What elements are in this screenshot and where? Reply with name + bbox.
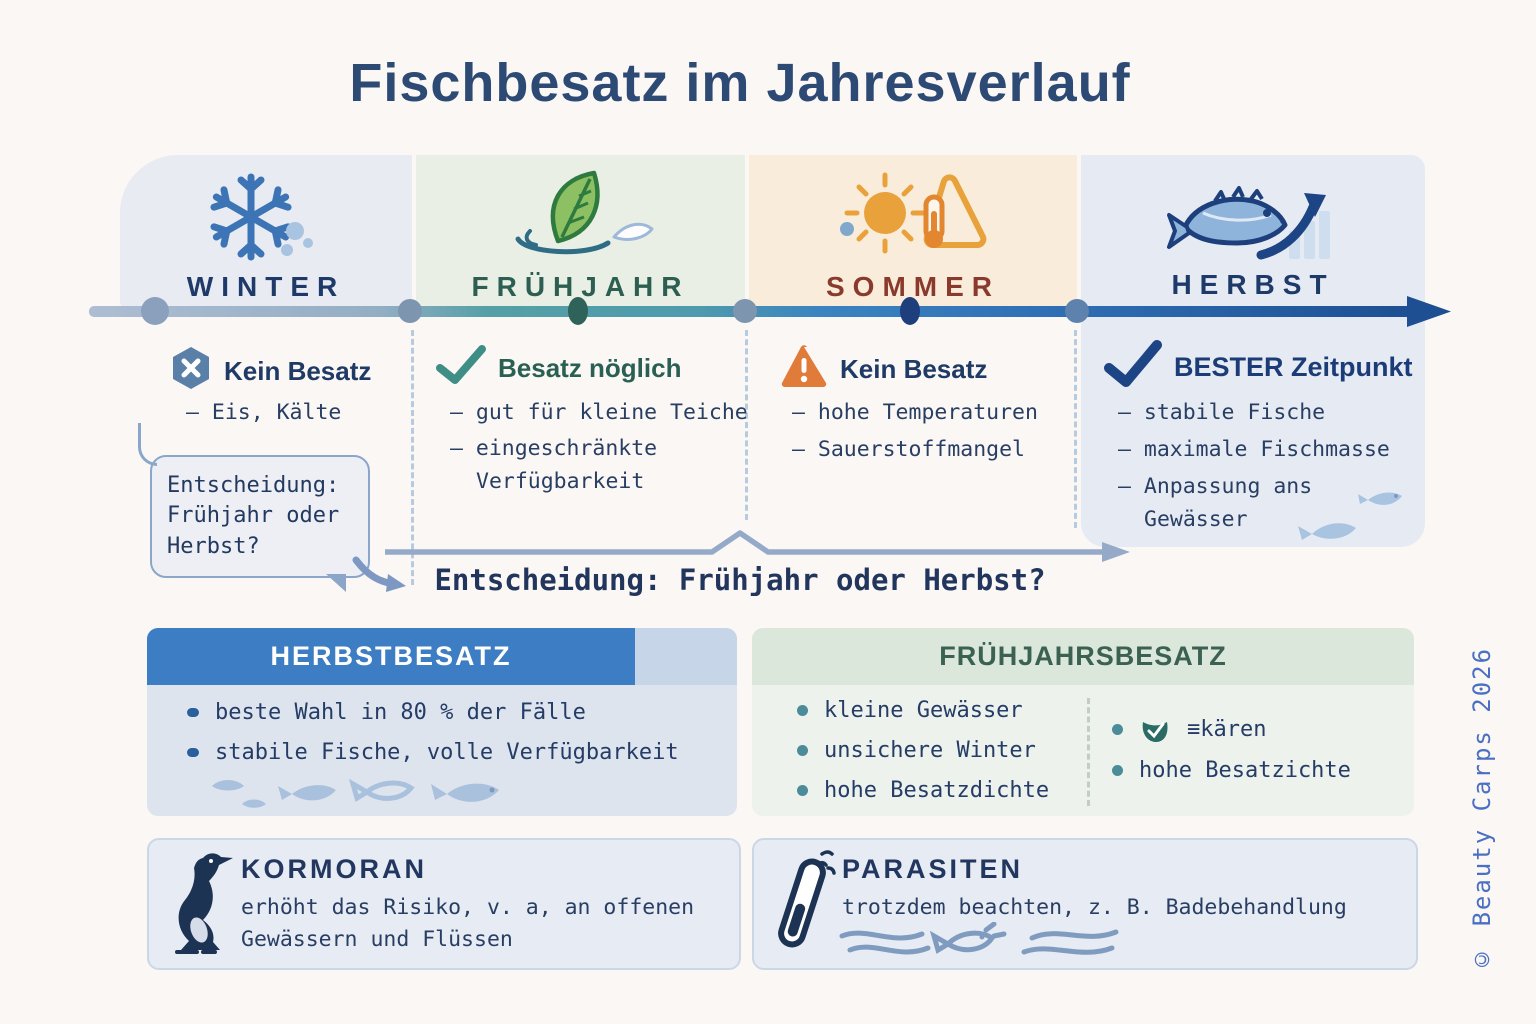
fish-growth-arrow-icon	[1163, 169, 1343, 269]
winter-detail-item: – Eis, Kälte	[186, 400, 342, 425]
fruehjahr-detail-heading: Besatz nöglich	[436, 344, 681, 393]
copyright-credit: © Beauty Carps 2026	[1468, 646, 1496, 974]
season-tile-winter: WINTER	[120, 155, 412, 311]
column-divider	[411, 330, 414, 585]
decision-speech-bubble: Entscheidung: Frühjahr oder Herbst?	[138, 422, 370, 593]
fruehjahrsbesatz-item: ≡kären	[1112, 714, 1266, 744]
fish-school-decor-icon	[212, 778, 499, 808]
fruehjahrsbesatz-item: hohe Besatzichte	[1112, 758, 1351, 783]
leaf-badge-icon	[1139, 714, 1171, 744]
parasiten-box: PARASITEN trotzdem beachten, z. B. Badeb…	[752, 838, 1418, 970]
herbstbesatz-item: stabile Fische, volle Verfügbarkeit	[187, 740, 679, 765]
fruehjahrsbesatz-header: FRÜHJAHRSBESATZ	[752, 628, 1414, 685]
season-tile-fruehjahr: FRÜHJAHR	[416, 155, 745, 311]
decision-label: Entscheidung: Frühjahr oder Herbst?	[434, 563, 1046, 597]
box-column-divider	[1087, 698, 1090, 806]
column-divider	[745, 330, 748, 520]
bullet-dot-icon	[797, 705, 808, 716]
page-title: Fischbesatz im Jahresverlauf	[349, 53, 1131, 113]
season-label-herbst: HERBST	[1171, 269, 1335, 300]
herbst-detail-item: – maximale Fischmasse	[1118, 437, 1390, 462]
kormoran-title: KORMORAN	[241, 854, 427, 884]
small-fish-decor-icon	[1298, 492, 1402, 540]
bullet-dot-icon	[1112, 765, 1123, 776]
herbst-detail-item: – stabile Fische	[1118, 400, 1326, 425]
season-label-winter: WINTER	[186, 271, 346, 302]
herbstbesatz-item: beste Wahl in 80 % der Fälle	[187, 700, 586, 725]
cormorant-bird-icon	[175, 853, 233, 954]
fruehjahrsbesatz-item: hohe Besatzdichte	[797, 778, 1049, 803]
winter-detail-heading: Kein Besatz	[170, 345, 371, 398]
herbstbesatz-header-spacer	[635, 628, 737, 685]
herbst-detail-heading: BESTER Zeitpunkt	[1104, 340, 1413, 395]
season-tile-herbst: HERBST	[1081, 155, 1425, 547]
bullet-dot-icon	[187, 748, 199, 757]
sommer-detail-item: – Sauerstoffmangel	[792, 437, 1025, 462]
fruehjahrsbesatz-box: FRÜHJAHRSBESATZ kleine Gewässer unsicher…	[752, 628, 1414, 816]
sommer-detail-heading: Kein Besatz	[780, 344, 987, 395]
season-label-fruehjahr: FRÜHJAHR	[471, 271, 690, 302]
parasiten-title: PARASITEN	[842, 854, 1024, 884]
bullet-dot-icon	[797, 785, 808, 796]
fruehjahrsbesatz-item: kleine Gewässer	[797, 698, 1023, 723]
herbstbesatz-box: HERBSTBESATZ beste Wahl in 80 % der Fäll…	[147, 628, 737, 816]
season-timeline	[89, 296, 1451, 327]
fruehjahr-detail-item: – gut für kleine Teiche	[450, 400, 748, 425]
season-label-sommer: SOMMER	[826, 271, 1000, 302]
kormoran-text: erhöht das Risiko, v. a, an offenen Gewä…	[241, 895, 695, 953]
leaf-water-icon	[496, 163, 666, 271]
test-tube-icon	[778, 850, 836, 948]
checkmark-navy-icon	[1104, 340, 1162, 395]
fruehjahr-detail-item: – eingeschränkte Verfügbarkeit	[450, 436, 658, 495]
herbst-detail-item: – Anpassung ans Gewässer	[1118, 474, 1313, 533]
herbstbesatz-header: HERBSTBESATZ	[147, 628, 635, 685]
bubble-pointer-arrow-icon	[352, 556, 406, 592]
column-divider	[1074, 330, 1077, 528]
season-tile-sommer: SOMMER	[749, 155, 1077, 311]
sun-thermometer-warning-icon	[833, 163, 993, 271]
kormoran-box: KORMORAN erhöht das Risiko, v. a, an off…	[147, 838, 741, 970]
snowflake-icon	[191, 163, 341, 271]
no-stocking-hexagon-x-icon	[170, 345, 212, 398]
warning-triangle-icon	[780, 344, 828, 395]
bullet-dot-icon	[1112, 723, 1123, 735]
parasiten-text: trotzdem beachten, z. B. Badebehandlung	[842, 895, 1347, 920]
checkmark-teal-icon	[436, 344, 486, 393]
fruehjahrsbesatz-item: unsichere Winter	[797, 738, 1036, 763]
sommer-detail-item: – hohe Temperaturen	[792, 400, 1038, 425]
decision-path-line	[385, 530, 1130, 562]
fish-waves-decor-icon	[839, 922, 1119, 955]
bullet-dot-icon	[797, 745, 808, 756]
bullet-dot-icon	[187, 708, 199, 717]
